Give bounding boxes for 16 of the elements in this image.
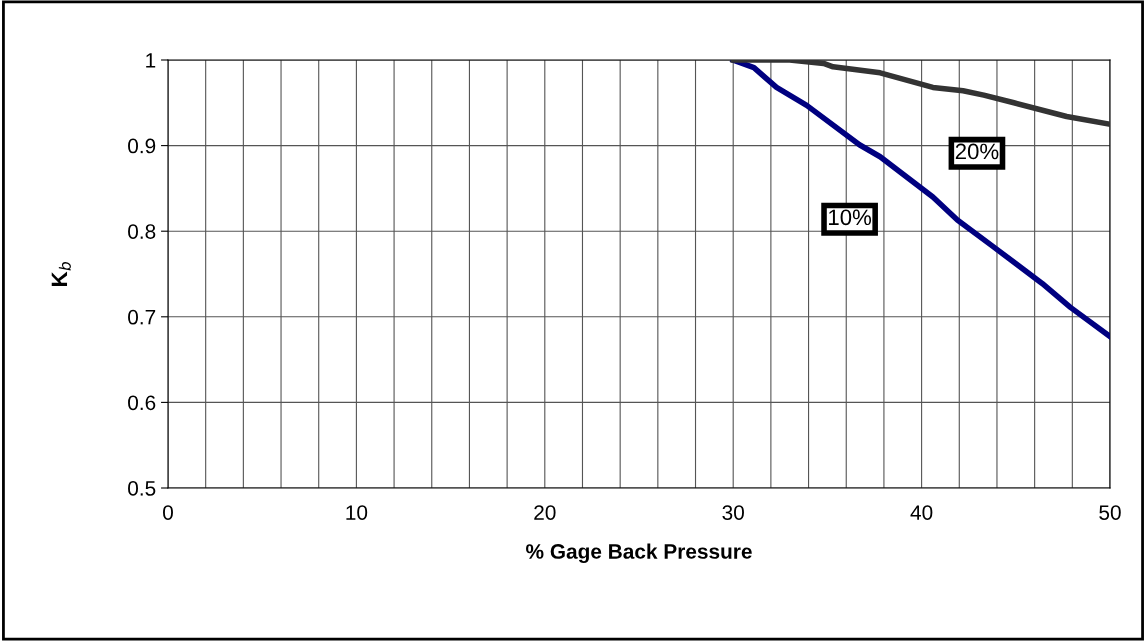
x-axis-title: % Gage Back Pressure (526, 543, 752, 564)
text: 10% (829, 209, 872, 226)
x-tick-label: 20 (534, 505, 556, 520)
y-tick-label: 0.8 (128, 224, 156, 239)
x-tick-label: 0 (163, 505, 173, 520)
x-tick-label: 50 (1099, 505, 1121, 520)
x-tick-label: 10 (346, 505, 368, 520)
y-axis-title: K$_{b}$ (51, 262, 71, 286)
y-tick-label: 0.9 (128, 138, 156, 154)
x-tick-label: 40 (910, 505, 933, 520)
y-tick-label: 0.5 (128, 481, 156, 496)
y-tick-label: 0.6 (128, 395, 156, 411)
y-tick-label: 0.7 (128, 309, 156, 325)
x-tick-label: 30 (722, 505, 744, 520)
y-tick-label: 1 (146, 53, 156, 68)
series-label: 20% (955, 143, 999, 160)
